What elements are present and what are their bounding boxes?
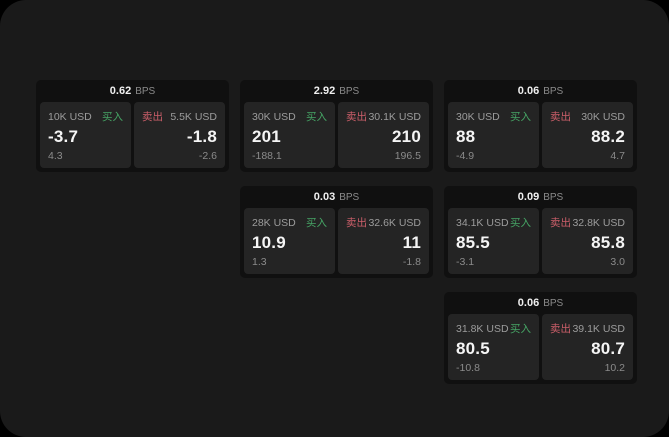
bps-value: 0.09 xyxy=(517,191,540,203)
buy-quote-panel[interactable]: 10K USD 买入 -3.7 4.3 xyxy=(40,102,131,168)
buy-sub-value: 1.3 xyxy=(252,256,267,268)
bps-header: 0.62 BPS xyxy=(36,80,229,102)
bps-value: 0.62 xyxy=(109,85,132,97)
buy-amount: 31.8K USD xyxy=(456,322,509,335)
sell-sub-value: -1.8 xyxy=(402,256,421,268)
sell-price: 80.7 xyxy=(591,339,625,358)
sell-amount: 5.5K USD xyxy=(170,110,217,123)
quote-card-5: 0.09 BPS 34.1K USD 买入 85.5 -3.1 卖出 32.8K… xyxy=(444,186,637,278)
sell-quote-panel[interactable]: 卖出 32.6K USD 11 -1.8 xyxy=(338,208,429,274)
buy-price: 85.5 xyxy=(456,233,490,252)
buy-quote-panel[interactable]: 30K USD 买入 88 -4.9 xyxy=(448,102,539,168)
bps-header: 0.06 BPS xyxy=(444,80,637,102)
sell-amount: 32.8K USD xyxy=(572,216,625,229)
buy-side-label: 买入 xyxy=(306,111,327,123)
bps-unit-label: BPS xyxy=(135,85,156,97)
buy-side-label: 买入 xyxy=(510,217,531,229)
buy-amount: 30K USD xyxy=(252,110,296,123)
buy-amount: 10K USD xyxy=(48,110,92,123)
buy-side-label: 买入 xyxy=(102,111,123,123)
buy-amount: 28K USD xyxy=(252,216,296,229)
buy-price: -3.7 xyxy=(48,127,79,146)
buy-side-label: 买入 xyxy=(306,217,327,229)
card-body: 30K USD 买入 88 -4.9 卖出 30K USD 88.2 4.7 xyxy=(444,102,637,172)
buy-quote-panel[interactable]: 30K USD 买入 201 -188.1 xyxy=(244,102,335,168)
sell-price: 210 xyxy=(392,127,421,146)
bps-header: 0.06 BPS xyxy=(444,292,637,314)
card-body: 31.8K USD 买入 80.5 -10.8 卖出 39.1K USD 80.… xyxy=(444,314,637,384)
card-body: 28K USD 买入 10.9 1.3 卖出 32.6K USD 11 -1.8 xyxy=(240,208,433,278)
sell-sub-value: -2.6 xyxy=(198,150,217,162)
buy-sub-value: -4.9 xyxy=(456,150,475,162)
sell-quote-panel[interactable]: 卖出 5.5K USD -1.8 -2.6 xyxy=(134,102,225,168)
quote-card-3: 0.06 BPS 30K USD 买入 88 -4.9 卖出 30K USD xyxy=(444,80,637,172)
sell-sub-value: 4.7 xyxy=(610,150,625,162)
buy-amount: 30K USD xyxy=(456,110,500,123)
buy-quote-panel[interactable]: 31.8K USD 买入 80.5 -10.8 xyxy=(448,314,539,380)
sell-price: 11 xyxy=(402,233,421,252)
sell-price: 88.2 xyxy=(591,127,625,146)
sell-side-label: 卖出 xyxy=(142,111,163,123)
bps-unit-label: BPS xyxy=(339,85,360,97)
buy-price: 88 xyxy=(456,127,476,146)
sell-quote-panel[interactable]: 卖出 32.8K USD 85.8 3.0 xyxy=(542,208,633,274)
sell-side-label: 卖出 xyxy=(550,217,571,229)
bps-value: 0.06 xyxy=(517,297,540,309)
sell-amount: 30.1K USD xyxy=(368,110,421,123)
bps-header: 2.92 BPS xyxy=(240,80,433,102)
sell-price: 85.8 xyxy=(591,233,625,252)
buy-side-label: 买入 xyxy=(510,323,531,335)
sell-sub-value: 10.2 xyxy=(604,362,625,374)
card-body: 30K USD 买入 201 -188.1 卖出 30.1K USD 210 1… xyxy=(240,102,433,172)
bps-value: 0.03 xyxy=(313,191,336,203)
quote-card-4: 0.03 BPS 28K USD 买入 10.9 1.3 卖出 32.6K US… xyxy=(240,186,433,278)
sell-quote-panel[interactable]: 卖出 30K USD 88.2 4.7 xyxy=(542,102,633,168)
sell-amount: 39.1K USD xyxy=(572,322,625,335)
buy-price: 80.5 xyxy=(456,339,490,358)
bps-value: 0.06 xyxy=(517,85,540,97)
sell-quote-panel[interactable]: 卖出 39.1K USD 80.7 10.2 xyxy=(542,314,633,380)
sell-amount: 30K USD xyxy=(581,110,625,123)
bps-unit-label: BPS xyxy=(543,297,564,309)
buy-amount: 34.1K USD xyxy=(456,216,509,229)
buy-price: 201 xyxy=(252,127,281,146)
bps-value: 2.92 xyxy=(313,85,336,97)
card-body: 34.1K USD 买入 85.5 -3.1 卖出 32.8K USD 85.8… xyxy=(444,208,637,278)
card-body: 10K USD 买入 -3.7 4.3 卖出 5.5K USD -1.8 -2.… xyxy=(36,102,229,172)
buy-side-label: 买入 xyxy=(510,111,531,123)
sell-sub-value: 196.5 xyxy=(394,150,421,162)
buy-quote-panel[interactable]: 28K USD 买入 10.9 1.3 xyxy=(244,208,335,274)
quote-card-2: 2.92 BPS 30K USD 买入 201 -188.1 卖出 30.1K … xyxy=(240,80,433,172)
bps-header: 0.09 BPS xyxy=(444,186,637,208)
bps-unit-label: BPS xyxy=(543,191,564,203)
sell-side-label: 卖出 xyxy=(346,217,367,229)
bps-header: 0.03 BPS xyxy=(240,186,433,208)
sell-side-label: 卖出 xyxy=(346,111,367,123)
buy-quote-panel[interactable]: 34.1K USD 买入 85.5 -3.1 xyxy=(448,208,539,274)
sell-sub-value: 3.0 xyxy=(610,256,625,268)
buy-price: 10.9 xyxy=(252,233,286,252)
buy-sub-value: -3.1 xyxy=(456,256,475,268)
quote-card-grid: 0.62 BPS 10K USD 买入 -3.7 4.3 卖出 5.5K USD xyxy=(36,80,637,384)
sell-quote-panel[interactable]: 卖出 30.1K USD 210 196.5 xyxy=(338,102,429,168)
buy-sub-value: -188.1 xyxy=(252,150,282,162)
sell-amount: 32.6K USD xyxy=(368,216,421,229)
sell-side-label: 卖出 xyxy=(550,323,571,335)
bps-unit-label: BPS xyxy=(339,191,360,203)
quote-card-1: 0.62 BPS 10K USD 买入 -3.7 4.3 卖出 5.5K USD xyxy=(36,80,229,172)
sell-side-label: 卖出 xyxy=(550,111,571,123)
sell-price: -1.8 xyxy=(186,127,217,146)
bps-unit-label: BPS xyxy=(543,85,564,97)
quote-card-6: 0.06 BPS 31.8K USD 买入 80.5 -10.8 卖出 39.1… xyxy=(444,292,637,384)
buy-sub-value: -10.8 xyxy=(456,362,480,374)
buy-sub-value: 4.3 xyxy=(48,150,63,162)
